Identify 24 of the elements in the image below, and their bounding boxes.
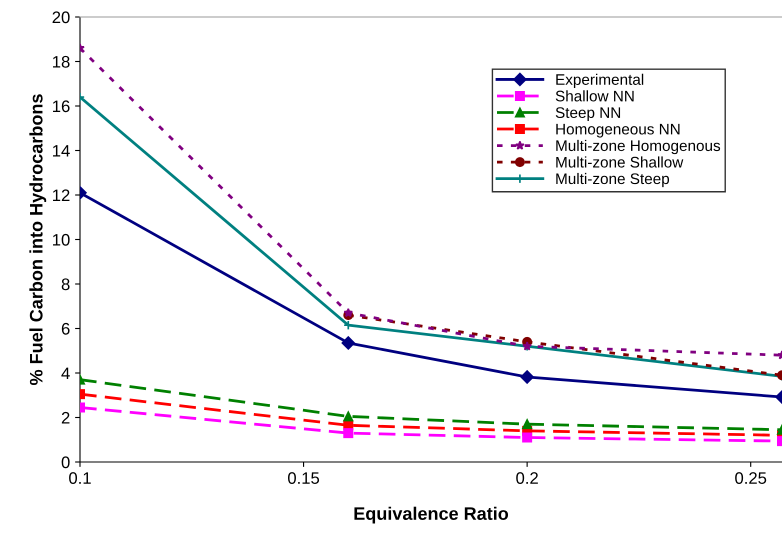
legend-label: Multi-zone Homogenous [556, 140, 720, 154]
x-tick-label: 0.2 [516, 472, 538, 484]
legend-label: Experimental [556, 74, 644, 88]
legend-label: Multi-zone Shallow [556, 156, 684, 168]
legend-label: Steep NN [556, 107, 620, 122]
x-axis-title: Equivalence Ratio [354, 506, 508, 524]
y-tick-label: 2 [62, 412, 70, 424]
y-axis-title: % Fuel Carbon into Hydrocarbons [29, 94, 46, 386]
y-tick-label: 16 [53, 100, 70, 112]
y-tick-label: 20 [52, 11, 70, 24]
x-tick-label: 0.1 [69, 472, 91, 484]
y-tick-label: 6 [62, 322, 70, 335]
y-tick-label: 8 [62, 278, 70, 290]
y-tick-label: 4 [61, 368, 70, 380]
x-tick-label: 0.25 [735, 472, 766, 484]
y-tick-label: 10 [53, 234, 70, 246]
legend-label: Multi-zone Steep [556, 172, 670, 188]
legend-label: Shallow NN [556, 90, 634, 102]
y-tick-label: 18 [53, 56, 70, 68]
y-tick-label: 12 [53, 189, 70, 202]
x-tick-label: 0.15 [288, 472, 320, 484]
y-tick-label: 0 [62, 456, 70, 468]
legend-label: Homogeneous NN [556, 124, 680, 138]
y-tick-label: 14 [53, 145, 70, 157]
